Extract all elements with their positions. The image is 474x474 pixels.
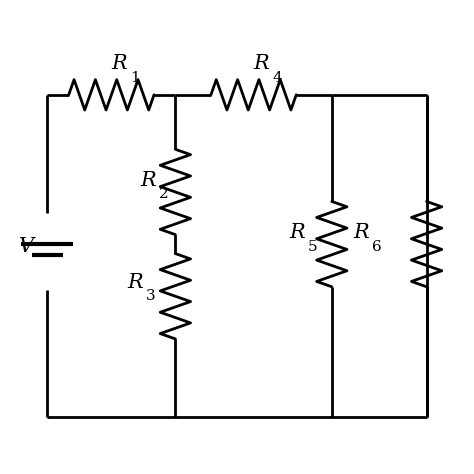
Text: R: R: [353, 223, 369, 242]
Text: R: R: [289, 223, 305, 242]
Text: R: R: [254, 55, 269, 73]
Text: R: R: [111, 55, 127, 73]
Text: 3: 3: [146, 289, 155, 303]
Text: 6: 6: [372, 239, 382, 254]
Text: 2: 2: [159, 187, 169, 201]
Text: 5: 5: [308, 239, 318, 254]
Text: R: R: [127, 273, 143, 292]
Text: 1: 1: [130, 71, 140, 85]
Text: 4: 4: [273, 71, 283, 85]
Text: R: R: [140, 171, 155, 190]
Text: V: V: [18, 237, 34, 256]
